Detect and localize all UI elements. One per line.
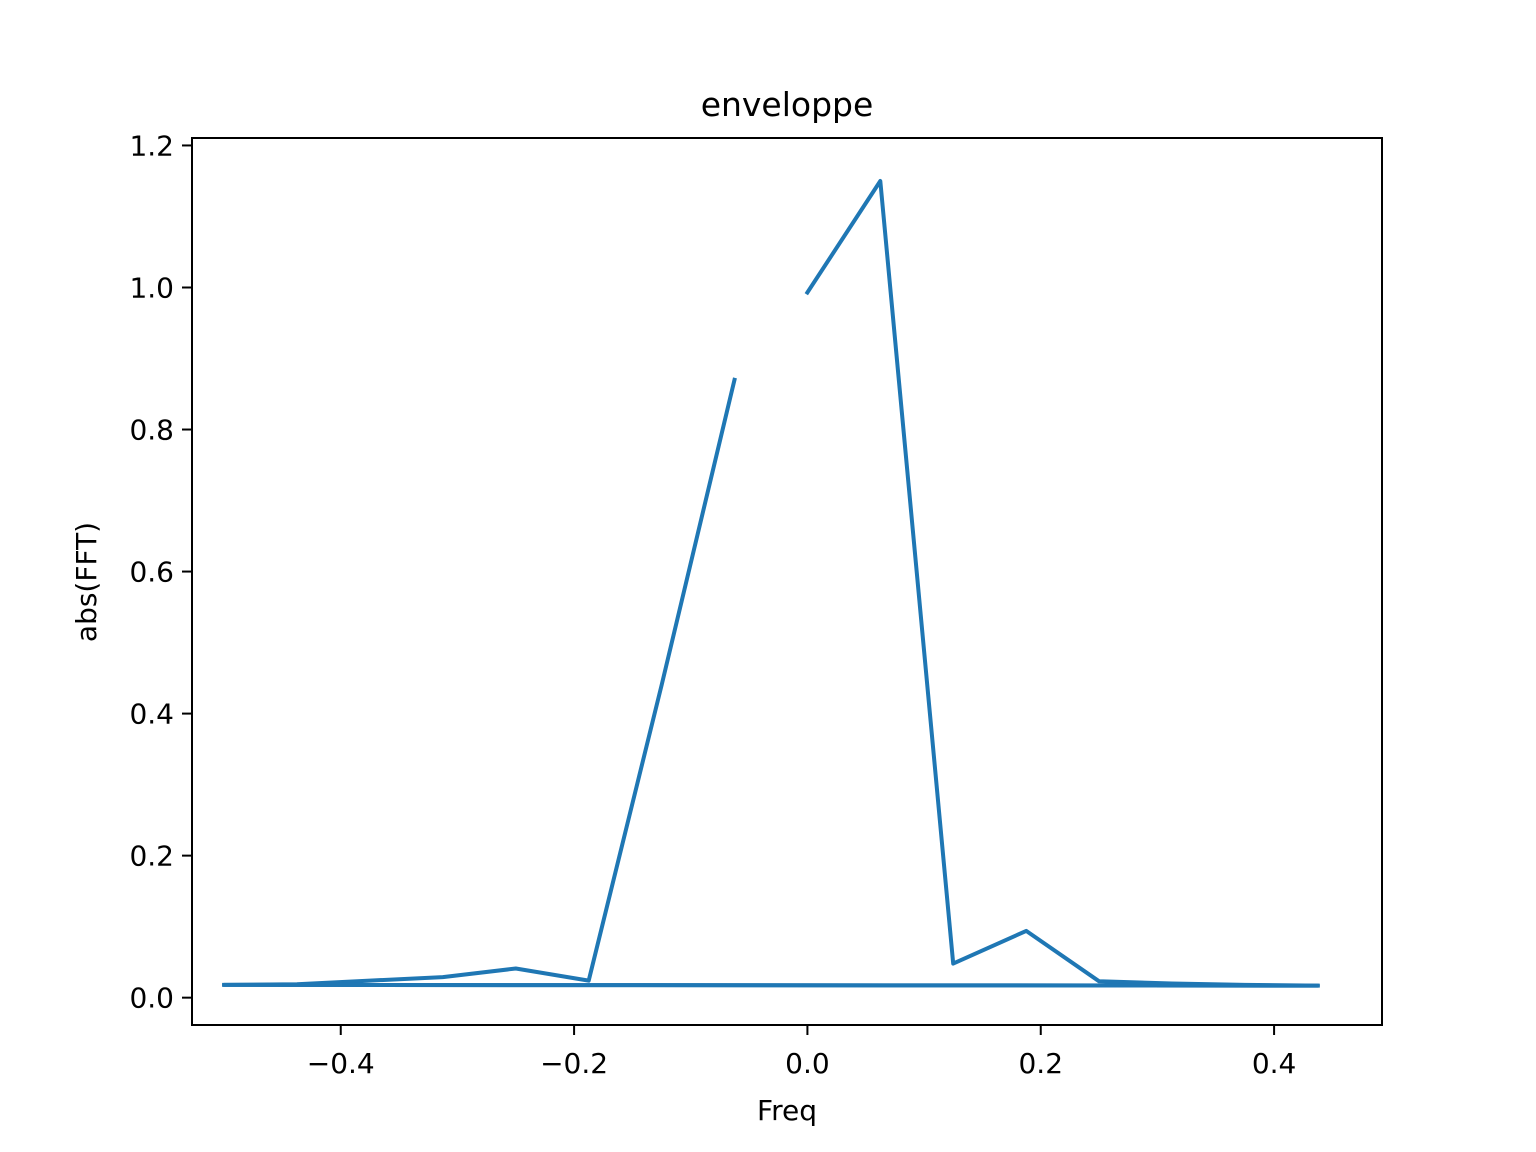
y-tick-label: 1.2 — [129, 129, 174, 162]
plot-lines — [222, 179, 1320, 988]
x-tick-label: −0.2 — [540, 1047, 608, 1080]
y-tick-label: 1.0 — [129, 271, 174, 304]
x-axis-label: Freq — [757, 1094, 817, 1127]
y-axis-label: abs(FFT) — [70, 522, 103, 642]
x-tick-label: 0.4 — [1252, 1047, 1297, 1080]
series-line-2 — [222, 982, 1320, 988]
y-tick-label: 0.4 — [129, 698, 174, 731]
plot-frame — [191, 137, 1383, 1026]
y-axis-ticks: 0.0 0.2 0.4 0.6 0.8 1.0 1.2 — [129, 129, 192, 1015]
y-tick-label: 0.2 — [129, 840, 174, 873]
y-tick-label: 0.0 — [129, 982, 174, 1015]
x-tick-label: 0.0 — [785, 1047, 830, 1080]
chart-title: enveloppe — [701, 85, 874, 124]
y-tick-label: 0.8 — [129, 414, 174, 447]
x-axis-ticks: −0.4 −0.2 0.0 0.2 0.4 — [307, 1025, 1297, 1080]
x-tick-label: −0.4 — [307, 1047, 375, 1080]
y-tick-label: 0.6 — [129, 556, 174, 589]
x-tick-label: 0.2 — [1018, 1047, 1063, 1080]
